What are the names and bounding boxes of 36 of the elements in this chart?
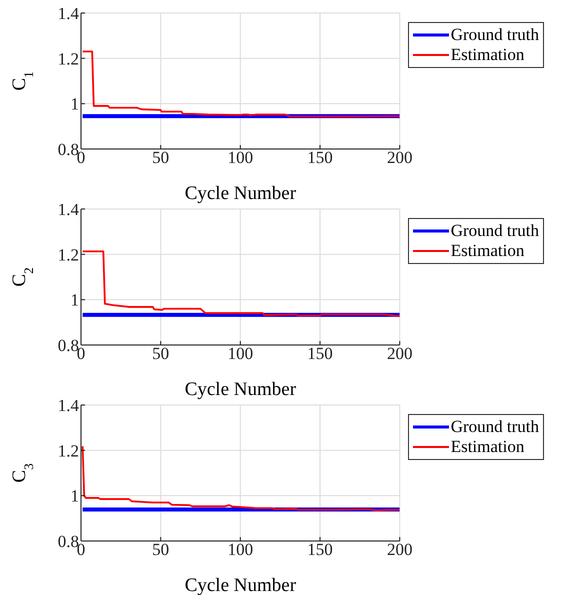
legend-label: Estimation bbox=[450, 437, 524, 457]
y-tick-label: 0.8 bbox=[58, 140, 79, 160]
x-axis-title: Cycle Number bbox=[184, 379, 297, 400]
y-tick-label: 1.2 bbox=[58, 245, 79, 264]
y-tick-label: 1.4 bbox=[58, 200, 80, 220]
x-tick-label: 150 bbox=[307, 344, 333, 364]
y-tick-label: 0.8 bbox=[58, 532, 79, 552]
y-tick-label: 1 bbox=[70, 290, 79, 310]
x-tick-label: 200 bbox=[386, 344, 412, 364]
x-axis-title: Cycle Number bbox=[184, 575, 297, 595]
x-tick-label: 50 bbox=[152, 540, 170, 560]
y-tick-label: 1.2 bbox=[58, 441, 79, 460]
line-series bbox=[82, 50, 400, 118]
x-axis-title: Cycle Number bbox=[184, 183, 297, 204]
legend-label: Ground truth bbox=[450, 25, 539, 45]
line-series bbox=[82, 250, 400, 317]
x-tick-label: 150 bbox=[307, 148, 333, 168]
y-tick-label: 1.4 bbox=[58, 396, 80, 416]
y-tick-label: 1.4 bbox=[58, 4, 80, 24]
legend-label: Ground truth bbox=[450, 417, 539, 437]
y-tick-label: 1 bbox=[70, 94, 79, 114]
legend-label: Estimation bbox=[450, 45, 524, 65]
legend-label: Ground truth bbox=[450, 221, 539, 241]
x-tick-label: 200 bbox=[386, 540, 412, 560]
line-series bbox=[82, 445, 400, 512]
y-tick-label: 0.8 bbox=[58, 336, 79, 356]
x-tick-label: 100 bbox=[228, 540, 254, 560]
x-tick-label: 50 bbox=[152, 344, 170, 364]
x-tick-label: 100 bbox=[228, 148, 254, 168]
y-tick-label: 1 bbox=[70, 486, 79, 506]
x-tick-label: 100 bbox=[228, 344, 254, 364]
x-tick-label: 150 bbox=[307, 540, 333, 560]
y-tick-label: 1.2 bbox=[58, 49, 79, 68]
x-tick-label: 200 bbox=[386, 148, 412, 168]
x-tick-label: 50 bbox=[152, 148, 170, 168]
legend-label: Estimation bbox=[450, 241, 524, 261]
